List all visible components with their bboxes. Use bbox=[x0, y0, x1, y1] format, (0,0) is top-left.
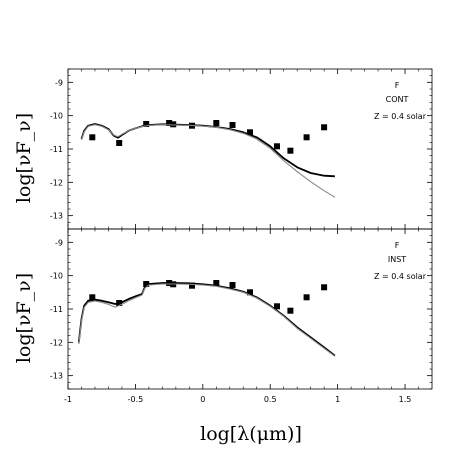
data-point bbox=[143, 121, 150, 127]
data-point bbox=[213, 120, 220, 126]
y-tick-label: -12 bbox=[50, 338, 63, 347]
y-tick-label: -11 bbox=[50, 305, 63, 314]
data-point bbox=[143, 281, 150, 287]
data-point bbox=[274, 143, 280, 150]
plot-frame bbox=[67, 68, 433, 230]
data-point bbox=[303, 134, 310, 141]
x-axis-title: log[λ(μm)] bbox=[200, 423, 302, 445]
model-line-2 bbox=[80, 124, 336, 198]
x-tick-label: 1 bbox=[335, 395, 340, 404]
data-point bbox=[321, 124, 328, 131]
data-point bbox=[166, 120, 173, 126]
y-tick-label: -13 bbox=[50, 212, 63, 221]
y-tick-label: -11 bbox=[50, 145, 63, 154]
annotation-0: F bbox=[395, 81, 400, 90]
data-point bbox=[321, 284, 328, 291]
data-point bbox=[89, 134, 96, 141]
data-point bbox=[229, 282, 236, 288]
model-line-2 bbox=[78, 283, 336, 357]
y-tick-label: -9 bbox=[55, 238, 63, 247]
annotation-2: Z = 0.4 solar bbox=[374, 112, 427, 121]
panel-top: -9 -10 -11 -12 -13 F CONT Z = 0.4 solar bbox=[50, 68, 433, 230]
panel-bottom: -9 -10 -11 -12 -13 -1 -0.5 0 0.5 1 1.5 F INST Z = 0.4… bbox=[50, 228, 433, 404]
data-point bbox=[274, 303, 280, 310]
data-point bbox=[116, 140, 123, 146]
y-axis-title-top: log[νF_ν] bbox=[13, 113, 35, 203]
x-tick-label: -0.5 bbox=[128, 395, 144, 404]
annotation-2: Z = 0.4 solar bbox=[374, 272, 427, 281]
data-point bbox=[303, 294, 310, 301]
x-tick-label: 1.5 bbox=[399, 395, 412, 404]
data-point bbox=[287, 147, 294, 154]
x-tick-label: -1 bbox=[64, 395, 72, 404]
data-point bbox=[287, 307, 294, 314]
model-line-1 bbox=[77, 282, 336, 357]
x-tick-label: 0.5 bbox=[264, 395, 277, 404]
annotation-1: INST bbox=[388, 255, 406, 264]
y-tick-label: -9 bbox=[55, 78, 63, 87]
data-point bbox=[247, 289, 253, 296]
data-point bbox=[189, 282, 195, 289]
model-line-1 bbox=[80, 123, 335, 178]
annotation-0: F bbox=[395, 241, 400, 250]
y-tick-label: -13 bbox=[50, 372, 63, 381]
y-tick-label: -10 bbox=[50, 272, 63, 281]
y-tick-label: -10 bbox=[50, 112, 63, 121]
plot-frame bbox=[67, 228, 433, 390]
data-point bbox=[229, 122, 236, 128]
y-axis-title-bottom: log[νF_ν] bbox=[13, 273, 35, 363]
y-tick-label: -12 bbox=[50, 178, 63, 187]
data-point bbox=[213, 280, 220, 286]
data-point bbox=[247, 129, 253, 136]
annotation-1: CONT bbox=[386, 95, 409, 104]
x-tick-label: 0 bbox=[200, 395, 205, 404]
data-point bbox=[89, 294, 96, 301]
